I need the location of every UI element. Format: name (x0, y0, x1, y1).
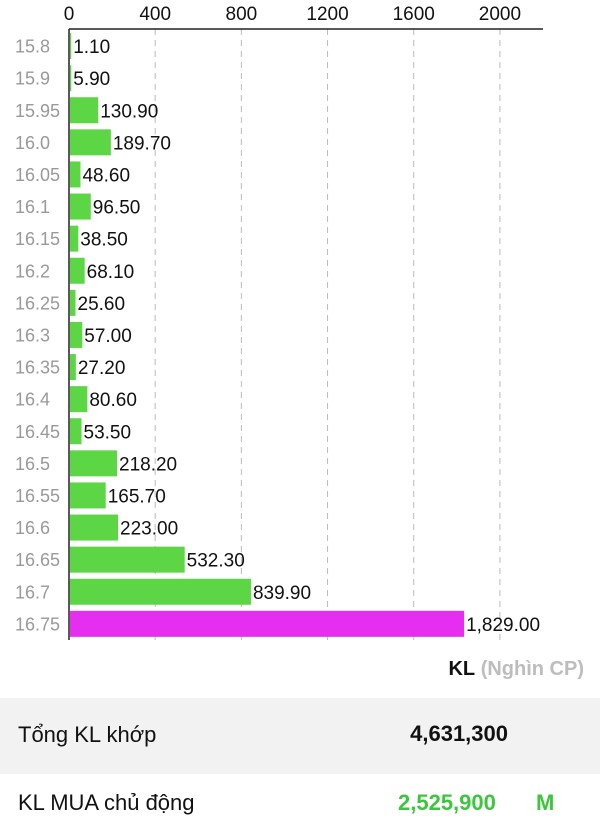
x-tick-label: 0 (64, 4, 75, 25)
bar (70, 129, 111, 156)
value-label: 1.10 (73, 37, 110, 58)
kl-label: KL (448, 658, 476, 680)
category-label: 16.55 (15, 486, 60, 506)
value-label: 80.60 (89, 390, 137, 411)
value-label: 839.90 (253, 583, 311, 604)
volume-by-price-chart: 0 400 800 1200 1600 2000 15.8 1.10 15.9 5.90 15.95… (15, 4, 543, 640)
total-volume-value: 4,631,300 (410, 721, 508, 746)
value-label: 53.50 (84, 422, 132, 443)
active-buy-suffix: M (536, 790, 555, 815)
category-label: 16.1 (15, 197, 50, 217)
bar (70, 546, 185, 573)
category-label: 16.0 (15, 133, 50, 153)
value-label: 68.10 (87, 262, 135, 283)
bar (70, 386, 88, 413)
value-label: 27.20 (78, 358, 126, 379)
bar (70, 418, 82, 445)
value-label: 57.00 (84, 326, 132, 347)
category-label: 16.45 (15, 422, 60, 442)
category-label: 16.6 (15, 518, 50, 538)
bar (70, 33, 72, 60)
value-label: 165.70 (108, 486, 166, 507)
bar (70, 514, 119, 541)
active-buy-value: 2,525,900 (398, 790, 496, 815)
bar (70, 193, 91, 220)
bar (70, 482, 106, 509)
category-label: 16.75 (15, 614, 60, 634)
bar (70, 321, 83, 348)
bar (70, 289, 76, 316)
value-label: 25.60 (78, 294, 126, 315)
value-label: 532.30 (187, 551, 245, 572)
category-label: 16.5 (15, 454, 50, 474)
bar (70, 257, 85, 284)
value-label: 48.60 (82, 165, 130, 186)
total-volume-row: Tổng KL khớp 4,631,300 (0, 698, 600, 774)
value-label: 5.90 (73, 69, 110, 90)
bar (70, 97, 99, 124)
value-label: 130.90 (100, 101, 158, 122)
unit-label: KL (Nghìn CP) (448, 656, 584, 682)
value-label: 223.00 (120, 519, 178, 540)
bar (70, 610, 465, 637)
category-label: 15.8 (15, 37, 50, 57)
bar (70, 354, 76, 381)
unit-text: (Nghìn CP) (480, 658, 584, 680)
chart-svg: 0 400 800 1200 1600 2000 15.8 1.10 15.9 5.90 15.95… (15, 4, 543, 640)
value-label: 1,829.00 (466, 615, 540, 636)
category-label: 16.65 (15, 550, 60, 570)
category-label: 15.95 (15, 101, 60, 121)
category-label: 16.25 (15, 293, 60, 313)
active-buy-label: KL MUA chủ động (18, 790, 195, 815)
x-tick-label: 800 (226, 4, 258, 25)
value-label: 38.50 (80, 230, 128, 251)
x-tick-label: 1200 (306, 4, 348, 25)
bar (70, 578, 251, 605)
bar (70, 161, 81, 188)
total-volume-label: Tổng KL khớp (18, 722, 157, 747)
category-label: 16.4 (15, 390, 50, 410)
category-label: 16.35 (15, 358, 60, 378)
value-label: 96.50 (93, 198, 141, 219)
x-tick-label: 1600 (393, 4, 435, 25)
category-label: 15.9 (15, 69, 50, 89)
bar (70, 225, 79, 252)
bar (70, 450, 118, 477)
value-label: 218.20 (119, 454, 177, 475)
category-label: 16.05 (15, 165, 60, 185)
x-tick-label: 2000 (479, 4, 521, 25)
x-tick-label: 400 (139, 4, 171, 25)
category-label: 16.15 (15, 229, 60, 249)
active-buy-row: KL MUA chủ động 2,525,900 M (0, 774, 600, 815)
category-label: 16.3 (15, 325, 50, 345)
value-label: 189.70 (113, 133, 171, 154)
bar (70, 65, 72, 92)
category-label: 16.2 (15, 261, 50, 281)
category-label: 16.7 (15, 582, 50, 602)
